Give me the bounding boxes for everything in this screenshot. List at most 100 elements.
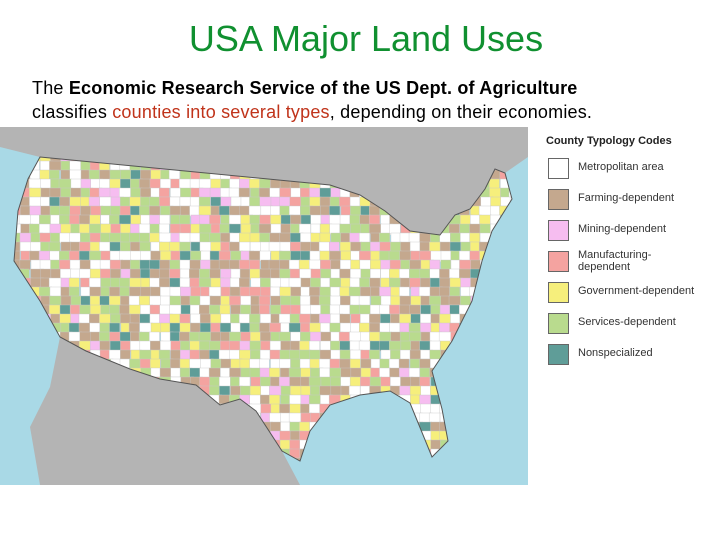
mexico — [30, 337, 300, 485]
county — [329, 205, 341, 216]
county — [199, 349, 211, 360]
county — [209, 250, 221, 261]
county — [129, 304, 142, 315]
county — [99, 259, 112, 270]
legend-swatch — [548, 344, 569, 365]
county — [420, 322, 433, 334]
county — [59, 313, 73, 325]
county — [390, 241, 402, 252]
legend-swatch — [548, 158, 569, 179]
county — [78, 313, 91, 325]
county — [429, 340, 441, 351]
county — [179, 232, 191, 244]
county — [419, 394, 432, 406]
county — [299, 223, 311, 235]
county — [158, 187, 170, 198]
county — [209, 340, 222, 351]
county — [299, 268, 313, 279]
county — [280, 421, 291, 433]
county — [350, 268, 362, 280]
county — [308, 394, 322, 405]
county — [119, 205, 132, 217]
county — [98, 187, 111, 198]
county — [59, 259, 71, 271]
county — [359, 259, 372, 271]
county — [309, 205, 322, 217]
county — [309, 340, 320, 351]
county — [418, 286, 431, 298]
county — [279, 250, 293, 261]
county — [149, 205, 161, 216]
county — [189, 358, 202, 369]
county — [320, 268, 332, 279]
county — [40, 178, 52, 189]
county — [298, 259, 311, 271]
county — [339, 358, 352, 370]
county — [309, 259, 322, 270]
county — [170, 340, 182, 352]
county — [89, 304, 103, 315]
county — [379, 232, 390, 244]
county — [429, 241, 442, 253]
county — [169, 304, 183, 315]
county — [320, 322, 331, 334]
legend-label-line: dependent — [578, 261, 630, 273]
county — [319, 385, 332, 397]
county — [49, 295, 63, 307]
county — [209, 214, 221, 225]
county — [319, 367, 331, 379]
legend-label-line: Government-dependent — [578, 285, 695, 297]
county — [270, 304, 282, 316]
county — [290, 385, 303, 397]
county — [100, 205, 112, 217]
county — [169, 241, 181, 252]
county — [149, 358, 161, 370]
county — [239, 277, 250, 288]
county — [208, 367, 221, 378]
text: The — [32, 78, 69, 98]
county — [190, 322, 202, 334]
county — [368, 214, 381, 226]
county — [70, 178, 82, 189]
county — [398, 358, 410, 370]
legend-label: Nonspecialized — [578, 347, 720, 359]
county — [330, 295, 342, 306]
legend-label-line: Metropolitan area — [578, 161, 664, 173]
county — [169, 205, 181, 216]
legend-label: Manufacturing-dependent — [578, 249, 720, 273]
county — [408, 232, 421, 244]
county — [70, 187, 83, 198]
county — [408, 367, 420, 378]
county — [199, 214, 211, 226]
county — [448, 295, 462, 306]
county — [259, 349, 271, 361]
legend-label: Farming-dependent — [578, 192, 720, 204]
county — [340, 232, 352, 243]
county — [459, 259, 472, 270]
county — [288, 412, 302, 424]
county — [139, 232, 150, 243]
county — [209, 268, 221, 279]
county — [60, 241, 72, 252]
county — [329, 304, 342, 315]
county — [460, 232, 472, 243]
county — [59, 250, 71, 261]
county — [149, 295, 162, 307]
county — [210, 358, 223, 370]
county — [119, 187, 132, 198]
county — [189, 295, 202, 307]
county — [89, 313, 101, 325]
county — [299, 349, 312, 360]
county — [340, 367, 352, 378]
legend-label: Metropolitan area — [578, 161, 720, 173]
county — [89, 322, 101, 334]
county — [369, 277, 381, 289]
county — [319, 286, 333, 297]
county — [198, 187, 211, 199]
legend-label: Mining-dependent — [578, 223, 720, 235]
legend: County Typology Codes Metropolitan area F… — [528, 127, 720, 382]
county — [409, 259, 423, 270]
county — [69, 205, 81, 217]
county — [20, 205, 31, 217]
county — [159, 367, 172, 378]
